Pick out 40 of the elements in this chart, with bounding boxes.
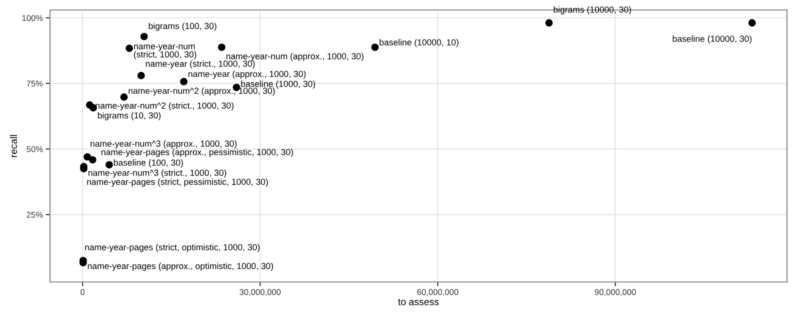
y-tick-label: 100% bbox=[22, 15, 43, 21]
x-tick-label: 60,000,000 bbox=[417, 289, 458, 296]
data-label: name-year-num (approx., 1000, 30) bbox=[226, 52, 364, 62]
data-label: name-year (approx., 1000, 30) bbox=[188, 70, 306, 79]
data-label: name-year-pages (strict, optimistic, 1000, 30) bbox=[85, 244, 260, 252]
data-label: baseline (10000, 10) bbox=[380, 39, 458, 48]
point bbox=[218, 44, 226, 51]
data-label: baseline (10000, 30) bbox=[672, 35, 752, 44]
point bbox=[106, 161, 113, 168]
point bbox=[120, 93, 128, 101]
y-axis-title: recall bbox=[10, 135, 18, 157]
data-label: name-year (strict., 1000, 30) bbox=[146, 60, 255, 69]
point bbox=[748, 19, 756, 27]
point bbox=[371, 44, 379, 51]
x-tick-label: 0 bbox=[80, 289, 85, 296]
x-tick-label: 90,000,000 bbox=[594, 289, 636, 296]
x-tick-label: 30,000,000 bbox=[240, 289, 281, 296]
point bbox=[126, 44, 133, 52]
x-axis-title: to assess bbox=[398, 298, 439, 306]
data-label: name-year-num (strict, 1000, 30) bbox=[134, 44, 196, 60]
data-label: baseline (100, 30) bbox=[114, 159, 183, 168]
data-label: bigrams (10, 30) bbox=[98, 112, 161, 120]
data-label: name-year-num^2 (strict., 1000, 30) bbox=[96, 102, 234, 110]
y-tick-label: 75% bbox=[26, 80, 43, 87]
data-label: bigrams (100, 30) bbox=[148, 22, 216, 31]
point bbox=[88, 156, 96, 164]
data-label: bigrams (10000, 30) bbox=[554, 6, 631, 14]
data-label: name-year-pages (approx., optimistic, 1000, 30) bbox=[88, 262, 274, 271]
data-label: name-year-pages (strict, pessimistic, 1000, 30) bbox=[87, 178, 268, 187]
data-label: name-year-num^3 (approx., 1000, 30) bbox=[90, 140, 237, 148]
data-label: name-year-num^3 (strict., 1000, 30) bbox=[88, 169, 226, 178]
point bbox=[140, 32, 148, 40]
data-label: baseline (1000, 30) bbox=[241, 80, 316, 89]
point bbox=[180, 78, 188, 86]
y-tick-label: 25% bbox=[26, 212, 43, 218]
point bbox=[545, 19, 553, 27]
data-label: name-year-num^2 (approx., 1000, 30) bbox=[128, 87, 275, 96]
point bbox=[137, 72, 145, 80]
data-label: name-year-pages (approx., pessimistic, 1000, 30) bbox=[102, 148, 293, 157]
y-tick-label: 50% bbox=[26, 146, 43, 152]
